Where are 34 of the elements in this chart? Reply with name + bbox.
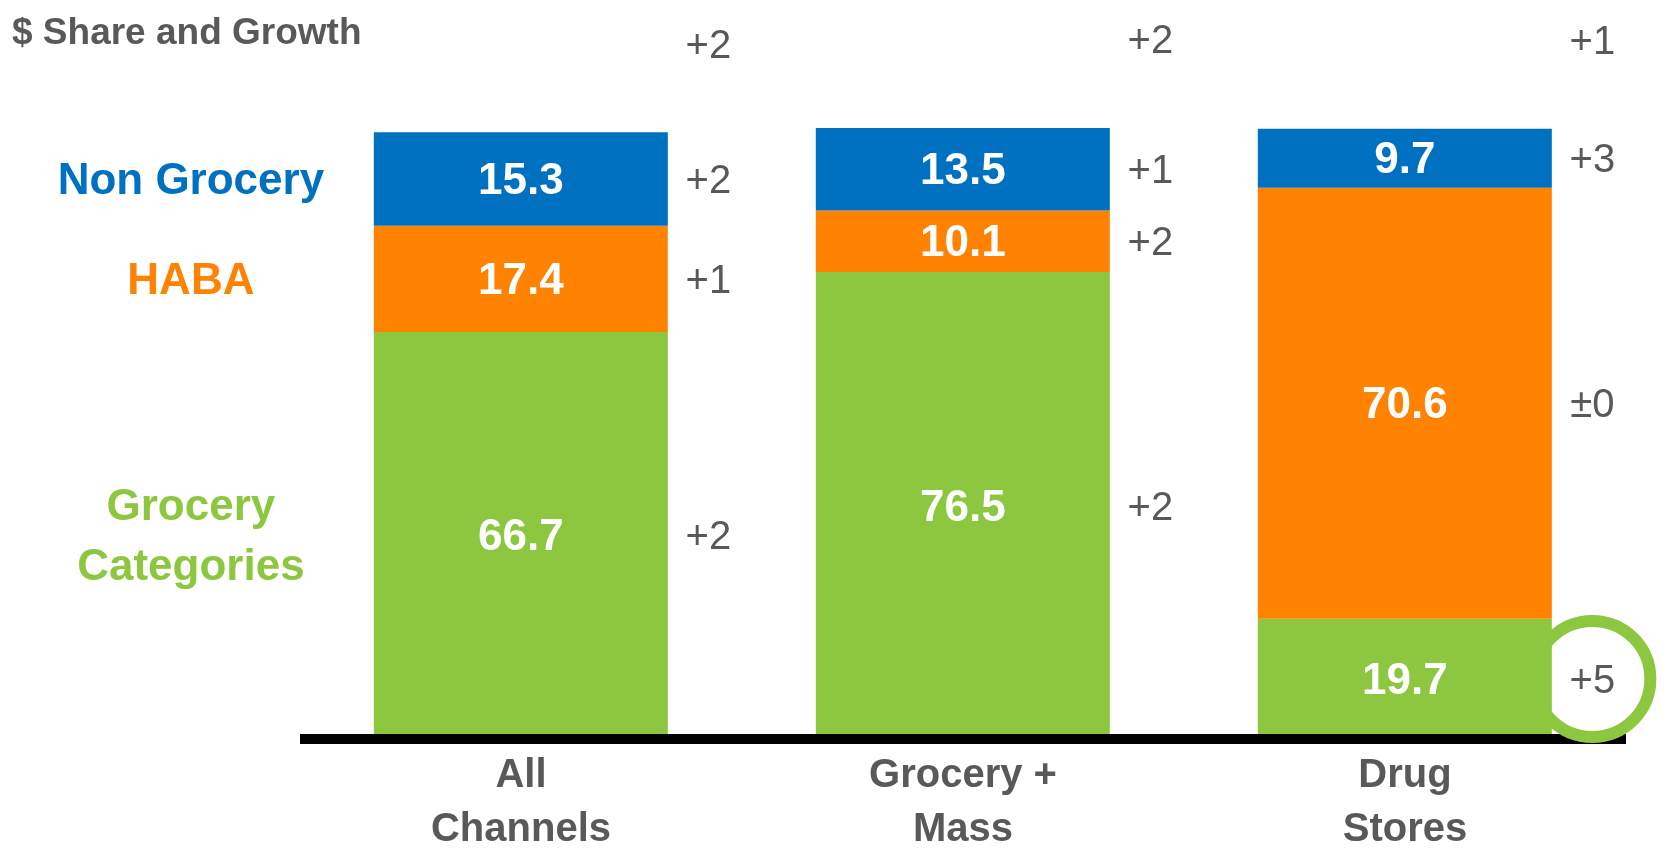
data-label: 70.6 xyxy=(1361,378,1448,428)
bar xyxy=(1257,187,1552,619)
text: +2 xyxy=(1127,17,1174,62)
annotation: ±0 xyxy=(1570,381,1615,426)
annotation: +5 xyxy=(1569,656,1616,701)
text: +2 xyxy=(685,22,732,67)
annotation: +3 xyxy=(1569,136,1616,181)
series-label: Grocery Categories xyxy=(77,480,305,590)
annotation: +2 xyxy=(685,156,732,201)
data-label: 19.7 xyxy=(1361,653,1448,703)
x-tick-label: All Channels xyxy=(430,751,612,849)
data-label: 66.7 xyxy=(477,510,564,560)
chart-title: $ Share and Growth xyxy=(12,11,362,52)
text: HABA xyxy=(127,253,255,303)
annotation: +2 xyxy=(1127,219,1174,264)
bar xyxy=(815,210,1110,273)
data-label: 76.5 xyxy=(919,480,1006,530)
data-label: 15.3 xyxy=(477,153,564,203)
bar xyxy=(373,225,668,332)
text: +1 xyxy=(1569,18,1616,63)
bar xyxy=(1257,128,1552,188)
x-tick-label: Grocery + Mass xyxy=(869,751,1057,849)
bar xyxy=(373,132,668,226)
data-label: 10.1 xyxy=(919,216,1006,266)
bar xyxy=(815,128,1110,211)
annotation: +1 xyxy=(1127,147,1174,192)
annotation: +2 xyxy=(685,513,732,558)
annotation: +1 xyxy=(685,256,732,301)
data-label: 13.5 xyxy=(919,144,1006,194)
x-tick-label: Drug Stores xyxy=(1342,751,1468,849)
data-label: 9.7 xyxy=(1374,133,1436,183)
series-label: Non Grocery xyxy=(57,153,325,203)
annotation: +2 xyxy=(1127,483,1174,528)
data-label: 17.4 xyxy=(477,253,565,303)
